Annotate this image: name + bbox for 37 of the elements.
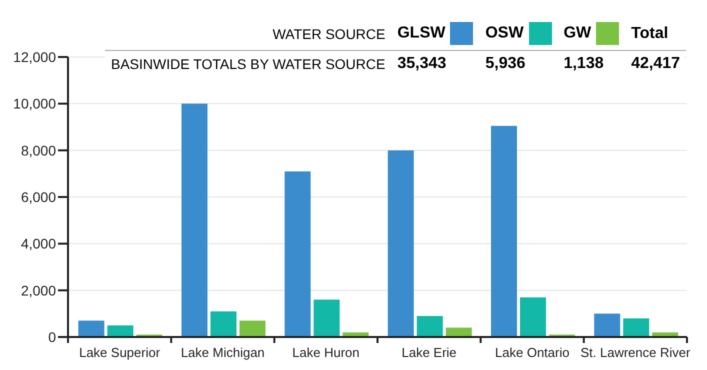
y-tick-label: 4,000 (20, 236, 56, 252)
x-tick-label: Lake Erie (402, 345, 457, 360)
x-tick-label: Lake Ontario (495, 345, 570, 360)
legend-label: GLSW (397, 24, 446, 42)
bar (284, 171, 311, 337)
bar (623, 318, 650, 337)
legend-label: OSW (485, 24, 524, 42)
bar (416, 316, 443, 337)
y-tick-label: 6,000 (20, 188, 56, 205)
legend-label: GW (564, 24, 592, 42)
y-tick-label: 0 (48, 328, 56, 345)
annotation: 35,343 (396, 54, 448, 74)
x-tick-label: St. Lawrence River (580, 345, 691, 360)
annotation: 5,936 (484, 54, 526, 74)
bar (78, 320, 104, 337)
x-tick-label: Lake Huron (292, 345, 360, 360)
bar (520, 297, 546, 337)
bar (210, 311, 236, 337)
annotation: 42,417 (630, 54, 682, 74)
bar (107, 325, 134, 337)
bar (388, 150, 414, 337)
bar (446, 328, 472, 337)
text: Total (630, 24, 670, 44)
annotation: 1,138 (562, 54, 605, 74)
bar (594, 314, 620, 337)
annotation: BASINWIDE TOTALS BY WATER SOURCE (110, 55, 386, 74)
y-tick-label: 10,000 (13, 96, 56, 112)
y-tick-label: 2,000 (20, 282, 56, 298)
text: WATER SOURCE (272, 24, 386, 44)
x-tick-label: Lake Superior (79, 345, 161, 360)
bar (490, 126, 517, 337)
x-tick-label: Lake Michigan (180, 345, 265, 360)
bar (239, 320, 266, 337)
bar (181, 104, 208, 337)
y-tick-label: 12,000 (13, 48, 56, 65)
y-tick-label: 8,000 (20, 142, 56, 158)
bar (314, 300, 340, 337)
